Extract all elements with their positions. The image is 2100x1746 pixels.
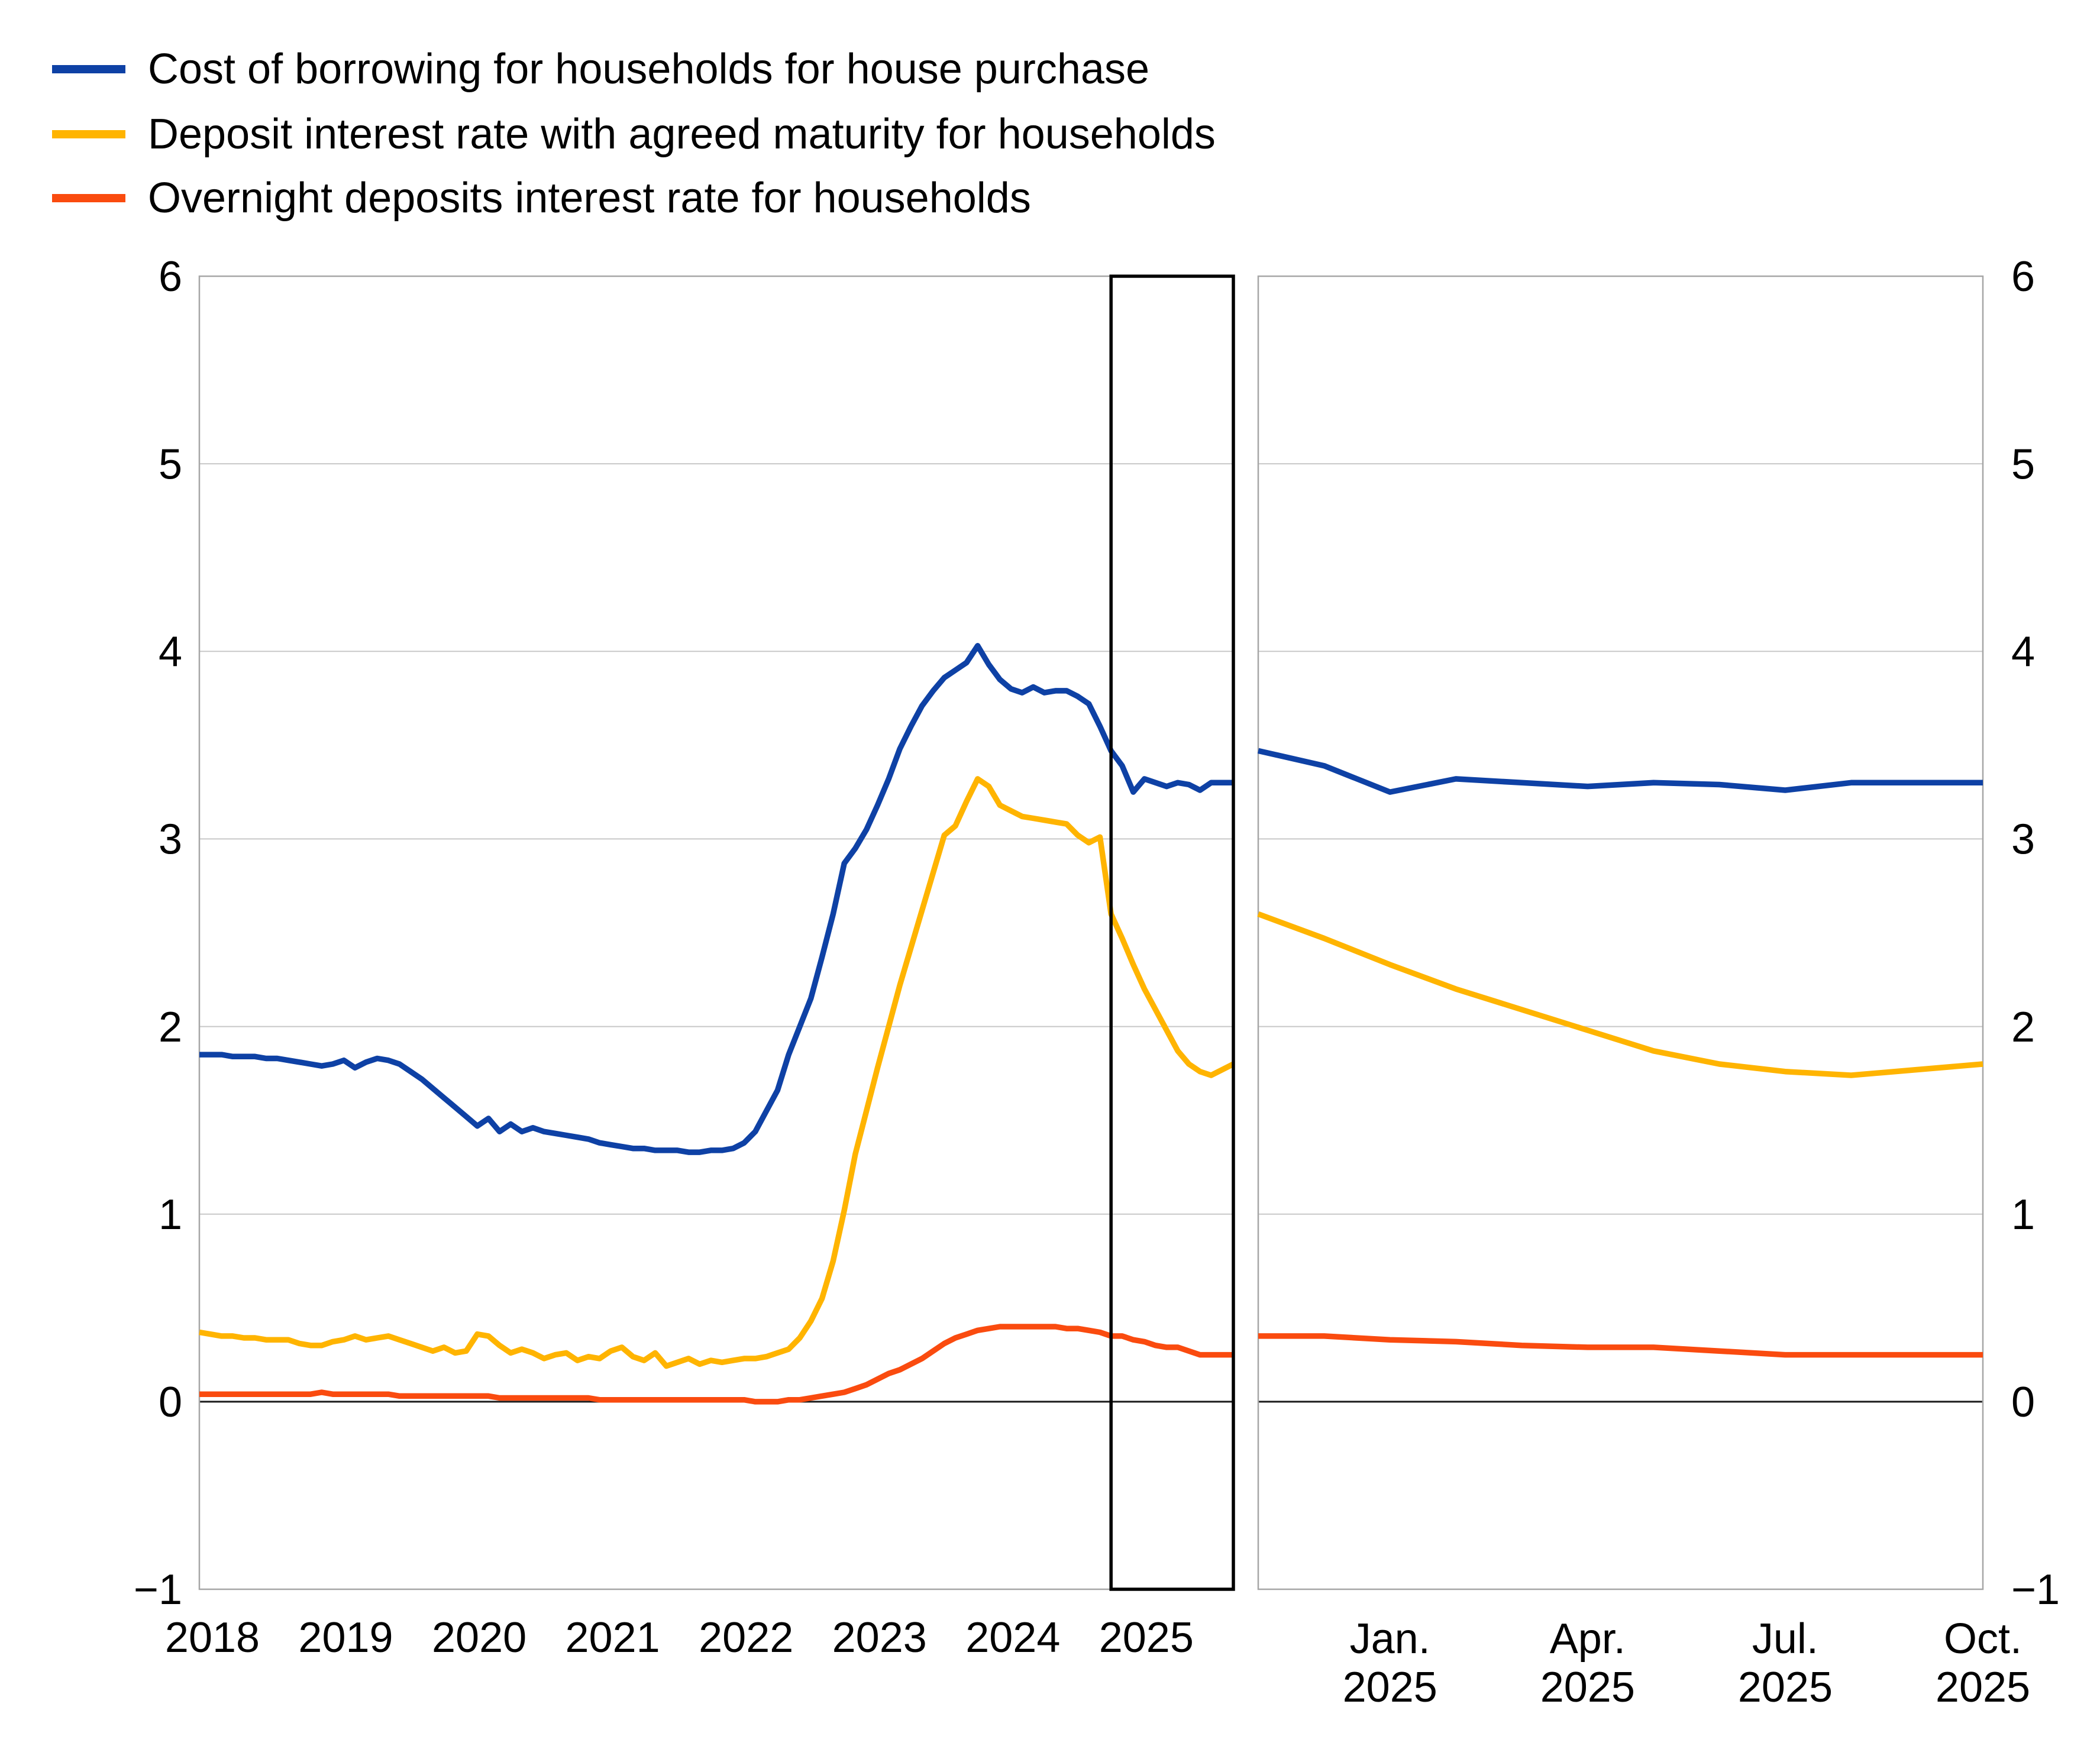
y-tick-label-right-6: 6 bbox=[2011, 253, 2035, 300]
series-line-right-cost-of-borrowing bbox=[1257, 748, 1983, 795]
series-line-left-cost-of-borrowing bbox=[199, 643, 1233, 1155]
series-line-left-deposit-agreed-maturity bbox=[199, 776, 1235, 1369]
x-tick-label-month-Jan: Jan. bbox=[1350, 1615, 1430, 1663]
legend-swatch-cost-of-borrowing bbox=[52, 65, 125, 73]
legend-label-deposit-agreed-maturity: Deposit interest rate with agreed maturi… bbox=[148, 111, 1216, 158]
x-tick-label-month-Oct: Oct. bbox=[1944, 1615, 2022, 1663]
x-tick-label-year-2024: 2024 bbox=[965, 1614, 1060, 1661]
x-tick-label-month-Jul: Jul. bbox=[1752, 1615, 1818, 1663]
x-tick-label-year-2018: 2018 bbox=[165, 1614, 260, 1661]
x-tick-label-month-year-Jan: 2025 bbox=[1343, 1664, 1437, 1711]
y-tick-label-right-0: 0 bbox=[2011, 1379, 2035, 1426]
y-tick-label-right--1: −1 bbox=[2011, 1566, 2060, 1614]
x-tick-label-year-2023: 2023 bbox=[832, 1614, 927, 1661]
legend-swatch-deposit-agreed-maturity bbox=[52, 130, 125, 138]
y-tick-label-left--1: −1 bbox=[134, 1566, 182, 1614]
x-tick-label-month-Apr: Apr. bbox=[1550, 1615, 1626, 1663]
x-tick-label-month-year-Jul: 2025 bbox=[1738, 1664, 1833, 1711]
legend-label-cost-of-borrowing: Cost of borrowing for households for hou… bbox=[148, 46, 1149, 93]
x-tick-label-year-2025: 2025 bbox=[1099, 1614, 1194, 1661]
series-line-right-deposit-agreed-maturity bbox=[1257, 911, 1983, 1078]
x-tick-label-year-2020: 2020 bbox=[432, 1614, 526, 1661]
y-tick-label-left-4: 4 bbox=[159, 628, 182, 675]
series-line-left-overnight-deposits bbox=[199, 1324, 1233, 1405]
y-tick-label-right-1: 1 bbox=[2011, 1191, 2035, 1239]
x-tick-label-year-2019: 2019 bbox=[298, 1614, 393, 1661]
y-tick-label-left-1: 1 bbox=[159, 1191, 182, 1239]
y-tick-label-left-0: 0 bbox=[159, 1379, 182, 1426]
x-tick-label-year-2022: 2022 bbox=[699, 1614, 793, 1661]
y-tick-label-right-5: 5 bbox=[2011, 441, 2035, 488]
right-panel-frame bbox=[1257, 275, 1984, 1590]
x-tick-label-year-2021: 2021 bbox=[566, 1614, 660, 1661]
y-tick-label-left-6: 6 bbox=[159, 253, 182, 300]
y-tick-label-left-2: 2 bbox=[159, 1004, 182, 1051]
legend-item-overnight-deposits: Overnight deposits interest rate for hou… bbox=[52, 174, 1031, 222]
x-tick-label-month-year-Oct: 2025 bbox=[1936, 1664, 2030, 1711]
y-tick-label-right-3: 3 bbox=[2011, 816, 2035, 864]
x-tick-label-month-year-Apr: 2025 bbox=[1540, 1664, 1635, 1711]
legend-swatch-overnight-deposits bbox=[52, 194, 125, 202]
y-tick-label-left-5: 5 bbox=[159, 441, 182, 488]
y-tick-label-right-4: 4 bbox=[2011, 628, 2035, 675]
y-tick-label-right-2: 2 bbox=[2011, 1004, 2035, 1051]
legend-label-overnight-deposits: Overnight deposits interest rate for hou… bbox=[148, 174, 1031, 222]
legend-item-deposit-agreed-maturity: Deposit interest rate with agreed maturi… bbox=[52, 111, 1216, 158]
y-tick-label-left-3: 3 bbox=[159, 816, 182, 864]
series-line-right-overnight-deposits bbox=[1258, 1333, 1983, 1358]
legend-item-cost-of-borrowing: Cost of borrowing for households for hou… bbox=[52, 46, 1149, 93]
highlight-box bbox=[1109, 274, 1235, 1591]
